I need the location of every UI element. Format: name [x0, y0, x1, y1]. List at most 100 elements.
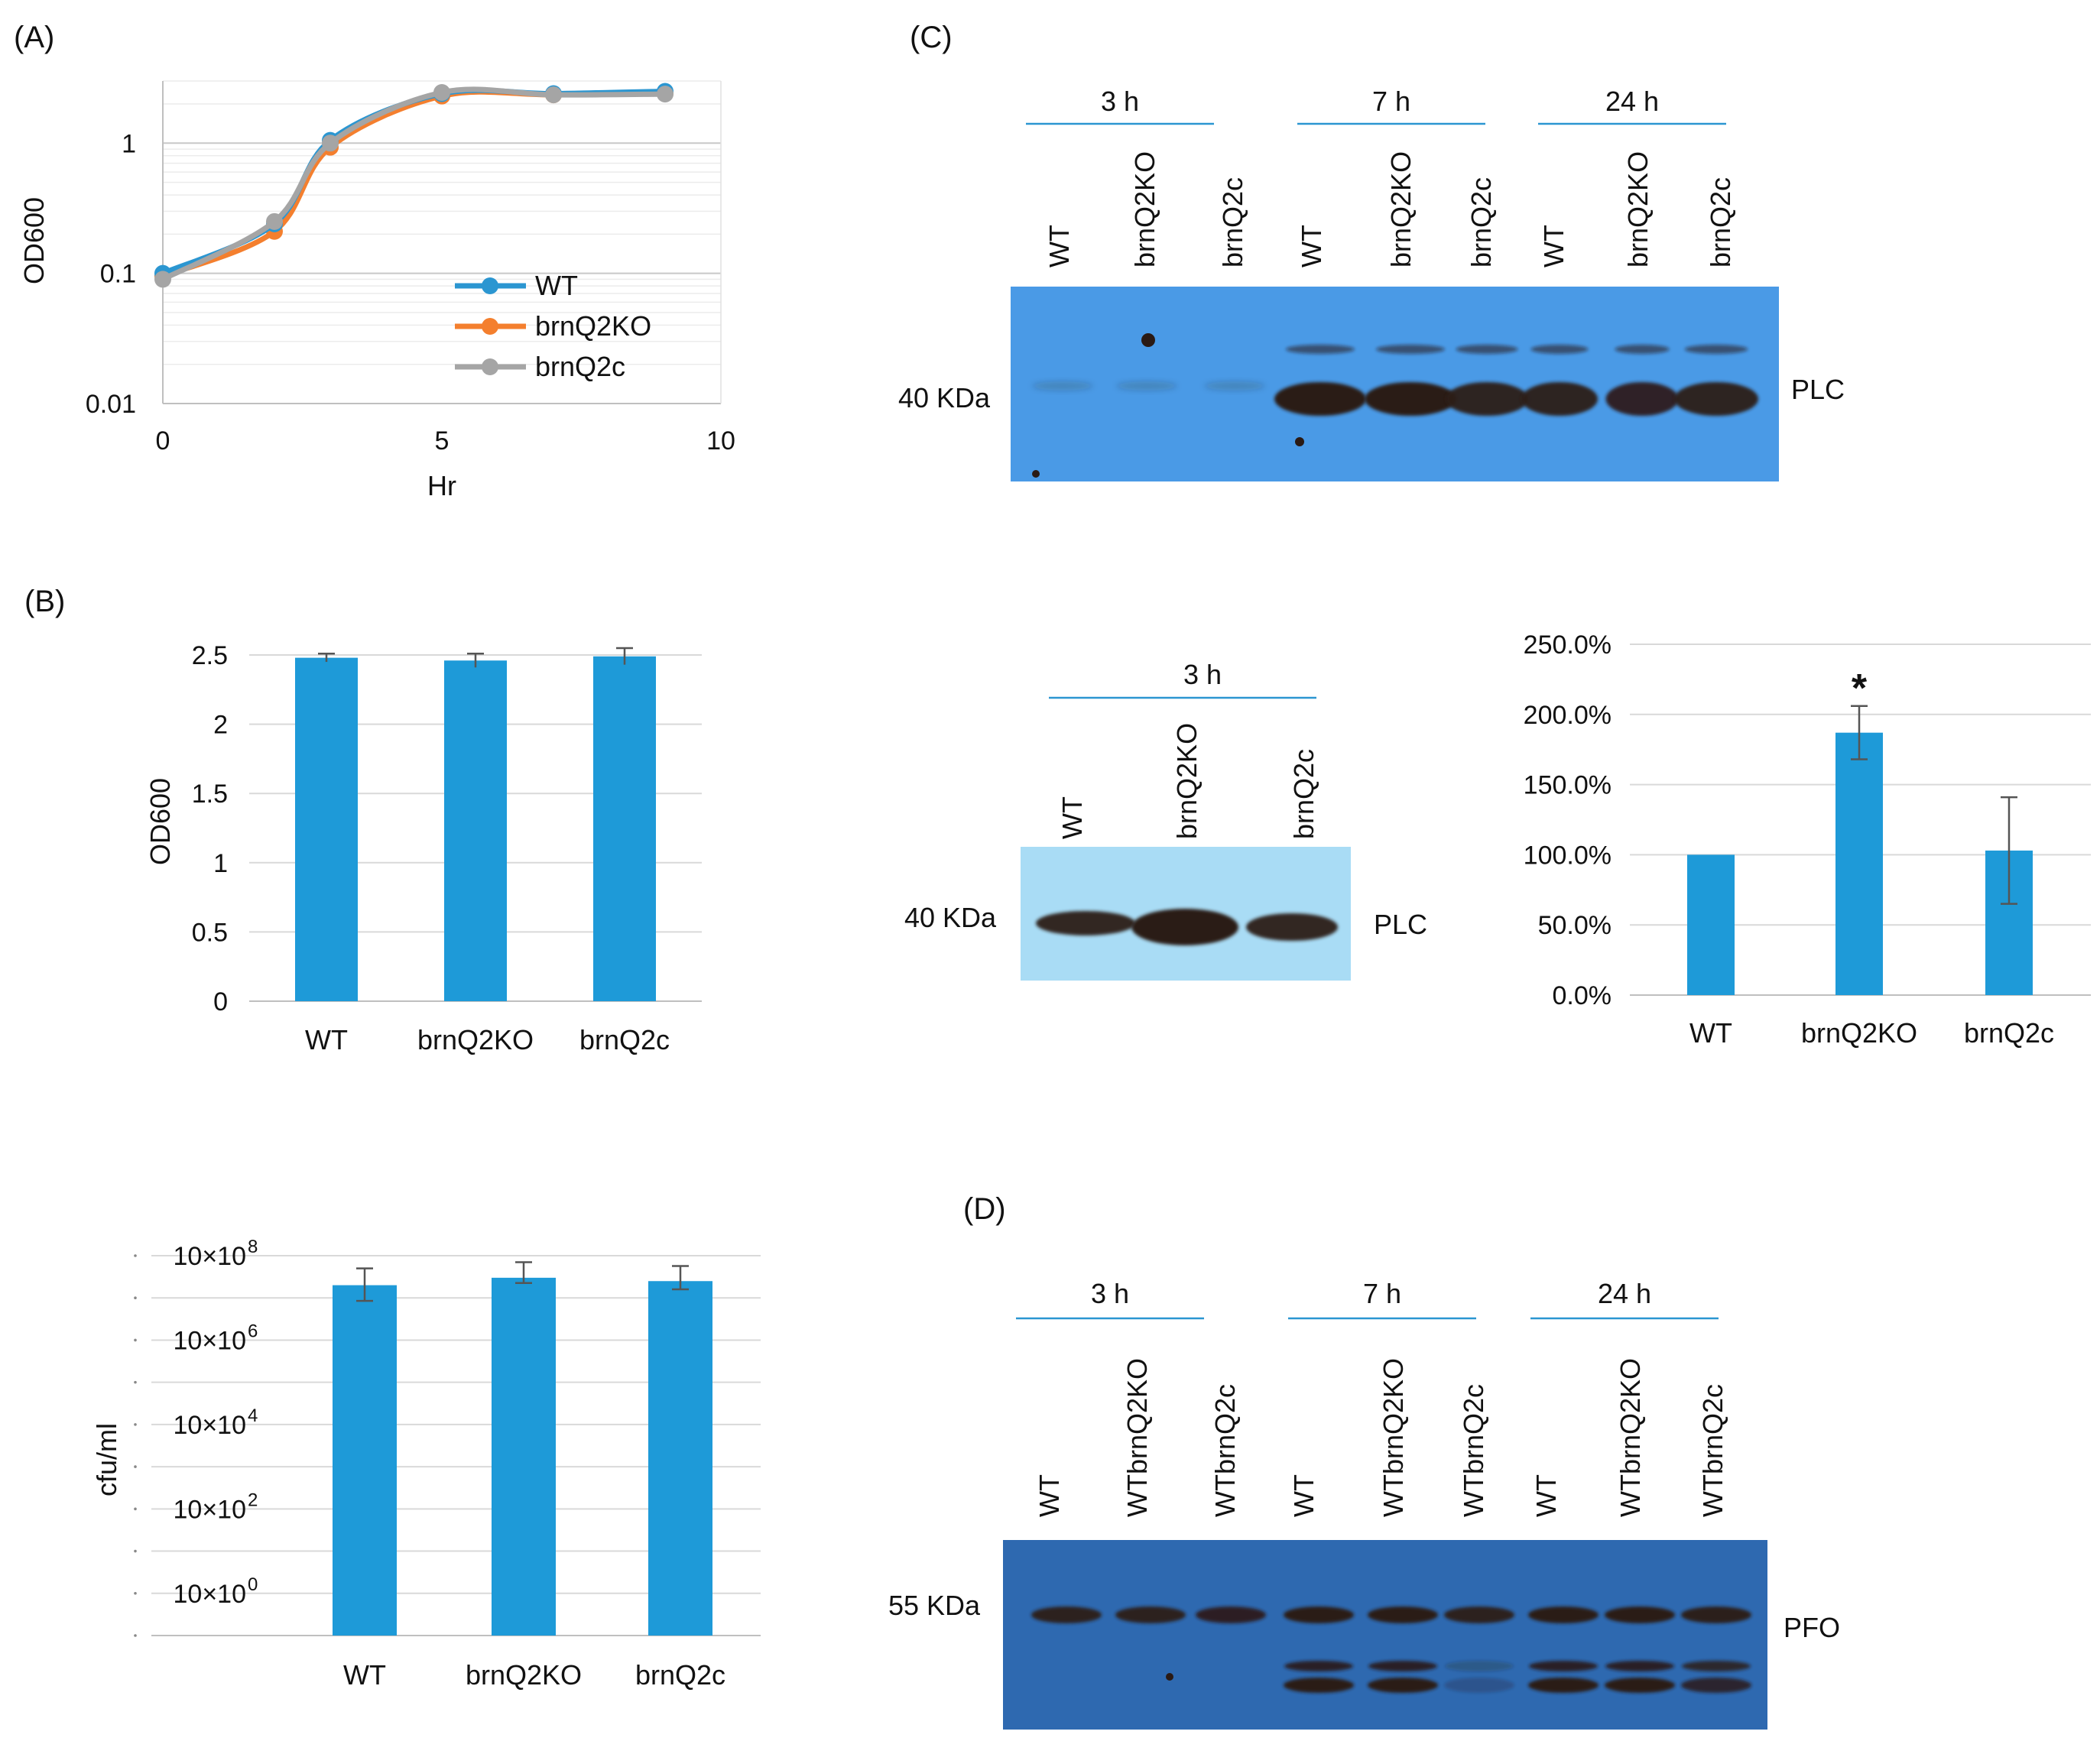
chart-a-data-point: [322, 135, 339, 152]
chart-b1-ytick-label: 1: [213, 849, 228, 878]
chart-b2-ytick-exponent: 4: [248, 1405, 258, 1426]
chart-a-data-point: [154, 271, 171, 288]
blot-d: 3 h 7 h 24 h WT WTbrnQ2KO WTbrnQ2c WT WTbrnQ2K…: [888, 1278, 1840, 1730]
chart-b-od600-bars: 0 0.5 1 1.5 2 2.5 WT brnQ2KO brnQ2c OD600: [144, 641, 702, 1055]
chart-b-cfu-bars: 10×10 010×10 210×10 410×10 610×10 8WT brnQ2KO b…: [91, 1237, 761, 1691]
blot-d-lower-band: [1444, 1678, 1514, 1693]
blot-d-lane-label: WT: [1034, 1474, 1065, 1517]
blot-d-speck: [1166, 1673, 1173, 1681]
blot-d-lower-band: [1368, 1661, 1437, 1671]
chart-b2-ytick-label: 10×10: [174, 1580, 247, 1609]
chart-b2-category-label: brnQ2c: [635, 1659, 725, 1691]
blot-d-lower-band: [1284, 1678, 1354, 1693]
chart-b2-tick-dot: [134, 1465, 137, 1468]
blot-c-top-lane-label: brnQ2KO: [1129, 151, 1160, 267]
panel-label-c: (C): [910, 21, 953, 54]
chart-a-legend-marker: [482, 358, 498, 375]
blot-c-top-band: [1521, 382, 1598, 416]
chart-c-category-label: WT: [1689, 1017, 1732, 1049]
chart-a-data-point: [657, 86, 673, 103]
blot-d-membrane: [1003, 1540, 1767, 1730]
chart-a-ylabel: OD600: [18, 197, 50, 284]
chart-b1-bar: [593, 656, 656, 1001]
blot-c-top-band: [1605, 382, 1679, 416]
chart-c-category-label: brnQ2KO: [1801, 1017, 1917, 1049]
chart-b1-ylabel: OD600: [144, 778, 176, 865]
chart-b2-bar: [492, 1277, 556, 1636]
chart-c-ytick-label: 150.0%: [1524, 771, 1612, 800]
chart-a-series-line: [161, 86, 666, 282]
blot-d-lower-band: [1605, 1661, 1674, 1671]
blot-c-top-speck: [1295, 437, 1304, 446]
chart-b1-ytick-label: 2.5: [192, 641, 228, 670]
chart-b1-ytick-label: 2: [213, 711, 228, 740]
chart-c-bar: [1687, 854, 1735, 995]
blot-d-protein: PFO: [1784, 1612, 1840, 1643]
blot-d-band: [1196, 1606, 1266, 1623]
blot-c-mid-lane-label: brnQ2KO: [1171, 723, 1203, 839]
blot-c-top-speck: [1032, 470, 1040, 478]
blot-c-top-band: [1274, 382, 1366, 416]
blot-d-lower-band: [1284, 1661, 1353, 1671]
chart-b1-category-label: WT: [305, 1024, 348, 1055]
blot-d-time-label: 7 h: [1363, 1278, 1401, 1309]
blot-d-band: [1368, 1606, 1438, 1623]
blot-c-middle: 3 h WT brnQ2KO brnQ2c 40 KDa PLC: [904, 659, 1427, 981]
blot-d-time-label: 24 h: [1598, 1278, 1651, 1309]
blot-d-lower-band: [1605, 1678, 1675, 1693]
blot-c-top-upper-band: [1286, 345, 1355, 354]
blot-c-top-lane-label: brnQ2c: [1465, 177, 1497, 267]
chart-a-xlabel: Hr: [427, 470, 456, 501]
panel-label-d: (D): [963, 1192, 1006, 1226]
blot-d-band: [1681, 1606, 1751, 1623]
chart-b2-ytick-label: 10×10: [174, 1326, 247, 1355]
chart-b2-tick-dot: [134, 1338, 137, 1342]
blot-d-time-label: 3 h: [1091, 1278, 1129, 1309]
blot-c-top-lane-label: brnQ2c: [1217, 177, 1248, 267]
chart-a-data-point: [545, 86, 562, 104]
chart-c-ytick-label: 200.0%: [1524, 701, 1612, 730]
chart-c-category-label: brnQ2c: [1964, 1017, 2054, 1049]
chart-b2-tick-dot: [134, 1591, 137, 1595]
chart-b1-bar: [295, 657, 358, 1001]
blot-c-top-time-label: 24 h: [1605, 86, 1659, 117]
blot-c-top-upper-band: [1376, 345, 1445, 354]
blot-d-lane-label: WTbrnQ2KO: [1121, 1358, 1153, 1517]
blot-c-top-time-label: 3 h: [1101, 86, 1139, 117]
blot-d-marker: 55 KDa: [888, 1590, 981, 1621]
chart-b2-ytick-exponent: 2: [248, 1490, 258, 1510]
blot-c-mid-band: [1036, 911, 1135, 935]
blot-c-top-marker: 40 KDa: [898, 382, 991, 413]
blot-c-top-upper-band: [1684, 345, 1748, 354]
chart-b1-category-label: brnQ2KO: [417, 1024, 534, 1055]
blot-d-band: [1284, 1606, 1354, 1623]
chart-a-data-point: [433, 83, 450, 101]
panel-label-b: (B): [24, 585, 65, 618]
chart-b2-tick-dot: [134, 1634, 137, 1637]
blot-d-band: [1444, 1606, 1514, 1623]
blot-c-mid-lane-label: WT: [1056, 796, 1088, 839]
chart-b1-ytick-label: 1.5: [192, 780, 228, 809]
chart-b1-ytick-label: 0.5: [192, 918, 228, 947]
blot-d-lower-band: [1682, 1661, 1751, 1671]
blot-d-lane-label: WT: [1530, 1474, 1562, 1517]
chart-a-legend-label: brnQ2KO: [535, 310, 651, 342]
chart-b2-tick-dot: [134, 1423, 137, 1426]
blot-c-top-band: [1204, 381, 1265, 391]
chart-a-ytick-label: 0.1: [100, 260, 136, 289]
blot-d-lane-label: WT: [1288, 1474, 1319, 1517]
chart-b2-ytick-label: 10×10: [174, 1495, 247, 1524]
chart-c-significance-star: *: [1852, 666, 1868, 711]
chart-b2-ytick-label: 10×10: [174, 1411, 247, 1440]
chart-a-legend-label: brnQ2c: [535, 351, 625, 382]
blot-d-lane-label: WTbrnQ2c: [1209, 1384, 1241, 1517]
chart-c-ytick-label: 250.0%: [1524, 631, 1612, 660]
chart-b1-category-label: brnQ2c: [579, 1024, 670, 1055]
chart-c-ytick-label: 0.0%: [1553, 981, 1612, 1010]
chart-b1-bar: [444, 660, 507, 1001]
blot-c-top-band: [1674, 382, 1758, 416]
chart-b2-bar: [333, 1285, 397, 1636]
blot-d-band: [1031, 1606, 1102, 1623]
blot-c-top-band: [1032, 381, 1093, 391]
chart-b2-ytick-label: 10×10: [174, 1242, 247, 1271]
